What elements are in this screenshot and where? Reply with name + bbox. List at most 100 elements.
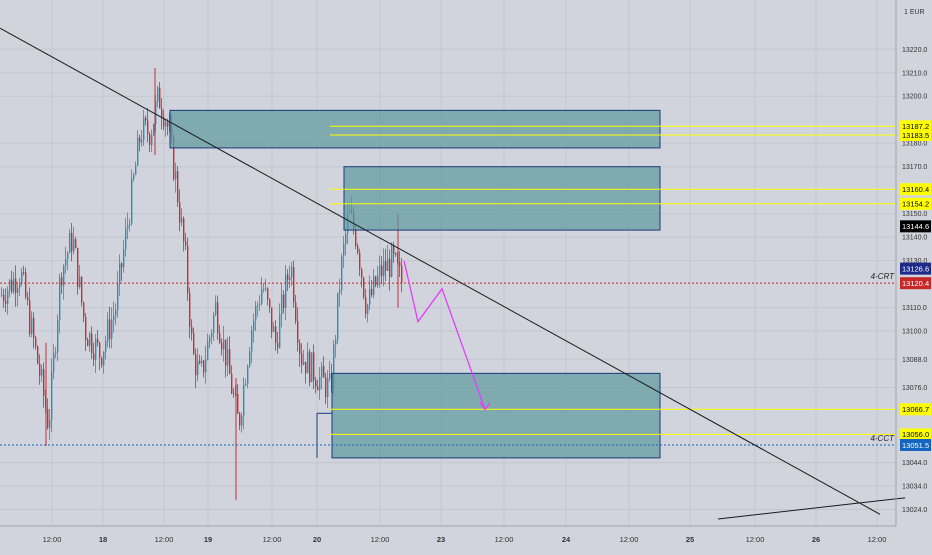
price-tick-label: 13170.0: [902, 164, 927, 171]
candle-body: [99, 342, 101, 358]
grid: [0, 0, 896, 526]
candle-body: [187, 245, 189, 293]
candle-body: [97, 338, 99, 343]
candle-body: [41, 368, 43, 376]
candle-body: [127, 224, 129, 229]
candle-body: [153, 123, 155, 136]
price-label: 13051.5: [902, 441, 929, 450]
candle-body: [365, 297, 367, 314]
price-tick-label: 13044.0: [902, 460, 927, 467]
zone-middle-supply: [343, 166, 661, 231]
candle-body: [217, 302, 219, 334]
candle-body: [313, 352, 315, 381]
candle-body: [9, 280, 11, 291]
candle-body: [237, 394, 239, 414]
candle-body: [157, 87, 159, 102]
candle-body: [329, 373, 331, 379]
candle-body: [223, 339, 225, 350]
candle-body: [195, 353, 197, 376]
candle-body: [333, 344, 335, 389]
candle-body: [219, 333, 221, 343]
price-tick-label: 13220.0: [902, 47, 927, 54]
candle-body: [389, 258, 391, 277]
price-label-bg: [900, 277, 931, 290]
candle-body: [111, 320, 113, 339]
price-tick-label: 13130.0: [902, 258, 927, 265]
time-tick-label: 12:00: [868, 535, 887, 544]
candle-body: [301, 353, 303, 365]
candle-body: [73, 239, 75, 252]
candle-body: [151, 135, 153, 146]
candle-body: [383, 261, 385, 277]
candle-body: [13, 278, 15, 292]
candle-body: [3, 294, 5, 301]
candle-body: [103, 351, 105, 366]
candle-body: [115, 310, 117, 316]
candle-body: [221, 342, 223, 350]
price-label: 13066.7: [902, 405, 929, 414]
candle-body: [27, 297, 29, 301]
candle-body: [197, 360, 199, 376]
candle-body: [279, 314, 281, 348]
candle-body: [319, 376, 321, 391]
candle-body: [241, 416, 243, 426]
candle-body: [81, 276, 83, 303]
candle-body: [401, 265, 403, 283]
candle-body: [51, 371, 53, 420]
candle-body: [321, 366, 323, 377]
level-lines: [330, 125, 896, 435]
candle-body: [123, 249, 125, 268]
candle-body: [395, 253, 397, 255]
currency-label: 1 EUR: [904, 9, 925, 16]
price-tick-label: 13200.0: [902, 94, 927, 101]
candle-body: [327, 378, 329, 398]
candle-body: [35, 337, 37, 347]
candle-body: [93, 353, 95, 360]
candle-body: [113, 315, 115, 321]
time-tick-label: 12:00: [371, 535, 390, 544]
candle-body: [289, 276, 291, 280]
price-tick-label: 13180.0: [902, 141, 927, 148]
candle-body: [83, 302, 85, 318]
candle-body: [101, 357, 103, 366]
zones: [169, 109, 661, 459]
candle-body: [367, 304, 369, 314]
candle-body: [129, 223, 131, 225]
candle-body: [143, 118, 145, 141]
candle-body: [373, 276, 375, 295]
price-tick-label: 13088.0: [902, 357, 927, 364]
candle-body: [263, 288, 265, 290]
candle-body: [375, 276, 377, 286]
candle-body: [119, 263, 121, 285]
candle-body: [135, 165, 137, 175]
candle-body: [393, 245, 395, 254]
candle-body: [273, 326, 275, 332]
candle-body: [297, 321, 299, 343]
price-label-bg: [900, 262, 931, 275]
candle-body: [77, 247, 79, 288]
candle-body: [281, 294, 283, 315]
candle-body: [139, 137, 141, 143]
candle-body: [49, 419, 51, 428]
trendline: [717, 497, 906, 520]
candle-body: [59, 277, 61, 320]
candle-body: [39, 363, 41, 376]
candle-body: [317, 386, 319, 391]
candle-body: [231, 373, 233, 394]
candle-body: [391, 245, 393, 277]
dotted-lines: 4-CRT 4-CCT: [0, 272, 896, 446]
dotted-line-label: 4-CCT: [870, 434, 895, 443]
price-tick-label: 13140.0: [902, 235, 927, 242]
price-label-bg: [900, 197, 931, 210]
candle-body: [201, 360, 203, 364]
candle-body: [245, 383, 247, 385]
candle-body: [385, 261, 387, 271]
candle-body: [145, 118, 147, 121]
price-tick-label: 13210.0: [902, 70, 927, 77]
candle-body: [177, 171, 179, 203]
candle-body: [87, 339, 89, 347]
candle-body: [207, 341, 209, 360]
candle-body: [359, 252, 361, 270]
